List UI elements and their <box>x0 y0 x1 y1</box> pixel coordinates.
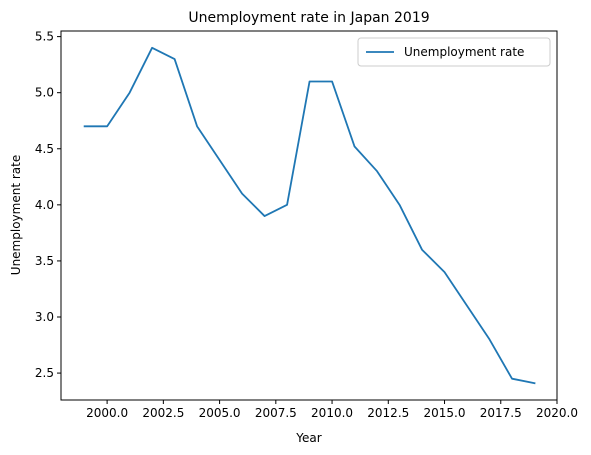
x-tick-label: 2017.5 <box>480 406 522 420</box>
y-tick-label: 3.0 <box>35 310 54 324</box>
x-tick-label: 2000.0 <box>86 406 128 420</box>
x-axis: 2000.0 2002.5 2005.0 2007.5 2010.0 2012.5 2015… <box>86 400 578 420</box>
legend: Unemployment rate <box>357 37 551 67</box>
legend-label: Unemployment rate <box>404 45 524 59</box>
y-tick-label: 3.5 <box>35 254 54 268</box>
x-tick-label: 2015.0 <box>424 406 466 420</box>
x-tick-label: 2012.5 <box>367 406 409 420</box>
x-tick-label: 2020.0 <box>536 406 578 420</box>
y-tick-label: 5.5 <box>35 30 54 44</box>
chart-title: Unemployment rate in Japan 2019 <box>188 10 429 26</box>
plot-area <box>83 46 536 385</box>
y-axis-label: Unemployment rate <box>9 155 23 275</box>
series-line-0 <box>83 46 536 385</box>
x-tick-label: 2007.5 <box>255 406 297 420</box>
x-tick-label: 2010.0 <box>311 406 353 420</box>
axes-frame <box>60 30 558 401</box>
y-tick-label: 4.5 <box>35 142 54 156</box>
x-tick-label: 2005.0 <box>199 406 241 420</box>
y-tick-label: 2.5 <box>35 366 54 380</box>
x-tick-label: 2002.5 <box>142 406 184 420</box>
legend-box <box>357 37 551 67</box>
y-axis: 2.5 3.0 3.5 4.0 4.5 5.0 5.5 <box>35 30 61 380</box>
x-axis-label: Year <box>295 431 321 445</box>
y-tick-label: 5.0 <box>35 86 54 100</box>
y-tick-label: 4.0 <box>35 198 54 212</box>
